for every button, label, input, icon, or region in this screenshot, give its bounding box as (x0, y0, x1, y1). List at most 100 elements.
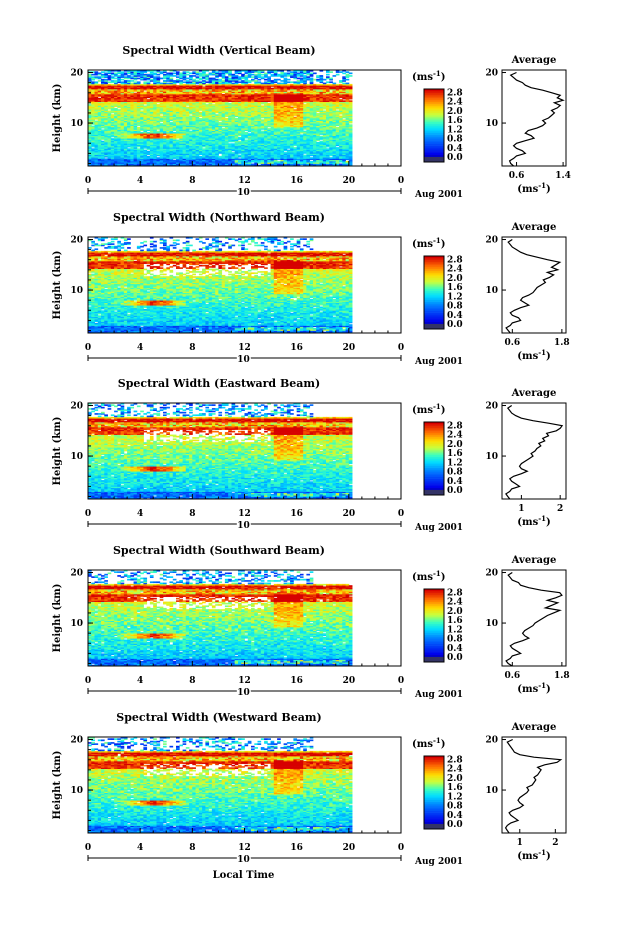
heatmap-cell (159, 100, 164, 102)
heatmap-cell (195, 73, 200, 76)
heatmap-cell (221, 124, 226, 126)
heatmap-cell (123, 129, 128, 132)
heatmap-cell (277, 78, 281, 81)
heatmap-cell (104, 97, 108, 100)
heatmap-cell (159, 125, 164, 128)
heatmap-cell (247, 150, 252, 153)
heatmap-cell (231, 133, 236, 135)
heatmap-cell (117, 139, 121, 142)
heatmap-cell (215, 147, 219, 149)
heatmap-cell (159, 87, 164, 90)
heatmap-cell (166, 73, 170, 76)
heatmap-cell (218, 128, 223, 130)
heatmap-cell (94, 92, 99, 95)
heatmap-cell (97, 76, 102, 78)
heatmap-cell (104, 158, 108, 161)
heatmap-cell (140, 83, 144, 86)
heatmap-cell (120, 71, 125, 73)
heatmap-cell (146, 135, 151, 138)
heatmap-cell (257, 81, 262, 84)
heatmap-cell (97, 148, 102, 150)
heatmap-cell (110, 99, 115, 101)
heatmap-cell (185, 116, 190, 119)
heatmap-cell (159, 158, 164, 161)
heatmap-cell (195, 139, 200, 142)
heatmap-cell (221, 136, 226, 139)
heatmap-cell (163, 139, 167, 142)
heatmap-cell (205, 109, 210, 111)
heatmap-cell (234, 104, 239, 106)
heatmap-cell (133, 128, 138, 130)
heatmap-cell (192, 87, 196, 90)
heatmap-cell (123, 80, 128, 82)
heatmap-cell (120, 160, 125, 163)
heatmap-cell (94, 85, 99, 87)
heatmap-cell (146, 107, 151, 110)
heatmap-cell (140, 135, 144, 138)
heatmap-cell (192, 159, 196, 162)
heatmap-cell (94, 95, 99, 97)
heatmap-cell (224, 152, 229, 154)
heatmap-cell (241, 104, 245, 106)
heatmap-cell (114, 90, 118, 92)
heatmap-cell (127, 104, 131, 106)
heatmap-cell (228, 130, 232, 133)
heatmap-cell (140, 131, 144, 134)
heatmap-cell (195, 121, 200, 124)
heatmap-cell (234, 149, 239, 152)
heatmap-cell (140, 123, 144, 125)
heatmap-cell (110, 114, 115, 116)
heatmap-cell (101, 110, 105, 113)
heatmap-cell (136, 99, 141, 101)
heatmap-cell (195, 125, 200, 128)
heatmap-cell (88, 83, 92, 86)
heatmap-cell (244, 140, 249, 143)
heatmap-cell (169, 101, 174, 104)
heatmap-cell (123, 92, 128, 95)
heatmap-cell (202, 129, 206, 132)
heatmap-cell (221, 144, 226, 147)
heatmap-cell (110, 155, 115, 158)
heatmap-cell (156, 131, 161, 134)
heatmap-cell (114, 123, 118, 125)
heatmap-cell (228, 133, 232, 135)
heatmap-cell (198, 131, 203, 134)
heatmap-cell (185, 110, 190, 113)
heatmap-cell (107, 154, 112, 157)
heatmap-cell (123, 114, 128, 116)
heatmap-cell (208, 145, 213, 148)
heatmap-cell (241, 158, 245, 161)
heatmap-cell (241, 124, 245, 126)
heatmap-cell (215, 86, 219, 89)
heatmap-cell (149, 100, 154, 102)
heatmap-cell (133, 78, 138, 81)
heatmap-cell (211, 83, 216, 86)
heatmap-cell (91, 96, 95, 99)
heatmap-cell (94, 143, 99, 145)
heatmap-cell (156, 157, 161, 159)
heatmap-cell (104, 70, 108, 72)
heatmap-cell (159, 163, 164, 166)
heatmap-cell (205, 130, 210, 133)
heatmap-cell (208, 159, 213, 162)
heatmap-cell (149, 126, 154, 129)
heatmap-cell (101, 150, 105, 153)
heatmap-cell (189, 88, 193, 91)
heatmap-cell (176, 99, 180, 101)
heatmap-cell (97, 150, 102, 153)
heatmap-cell (176, 163, 180, 166)
heatmap-cell (172, 104, 177, 106)
heatmap-cell (133, 92, 138, 95)
heatmap-cell (97, 106, 102, 109)
heatmap-cell (120, 119, 125, 121)
heatmap-cell (247, 159, 252, 162)
heatmap-cell (143, 71, 148, 73)
heatmap-cell (159, 142, 164, 144)
heatmap-cell (182, 162, 187, 164)
heatmap-cell (163, 152, 167, 154)
heatmap-cell (247, 83, 252, 86)
heatmap-cell (143, 81, 148, 84)
heatmap-cell (192, 112, 196, 115)
heatmap-cell (221, 148, 226, 150)
heatmap-cell (215, 105, 219, 108)
